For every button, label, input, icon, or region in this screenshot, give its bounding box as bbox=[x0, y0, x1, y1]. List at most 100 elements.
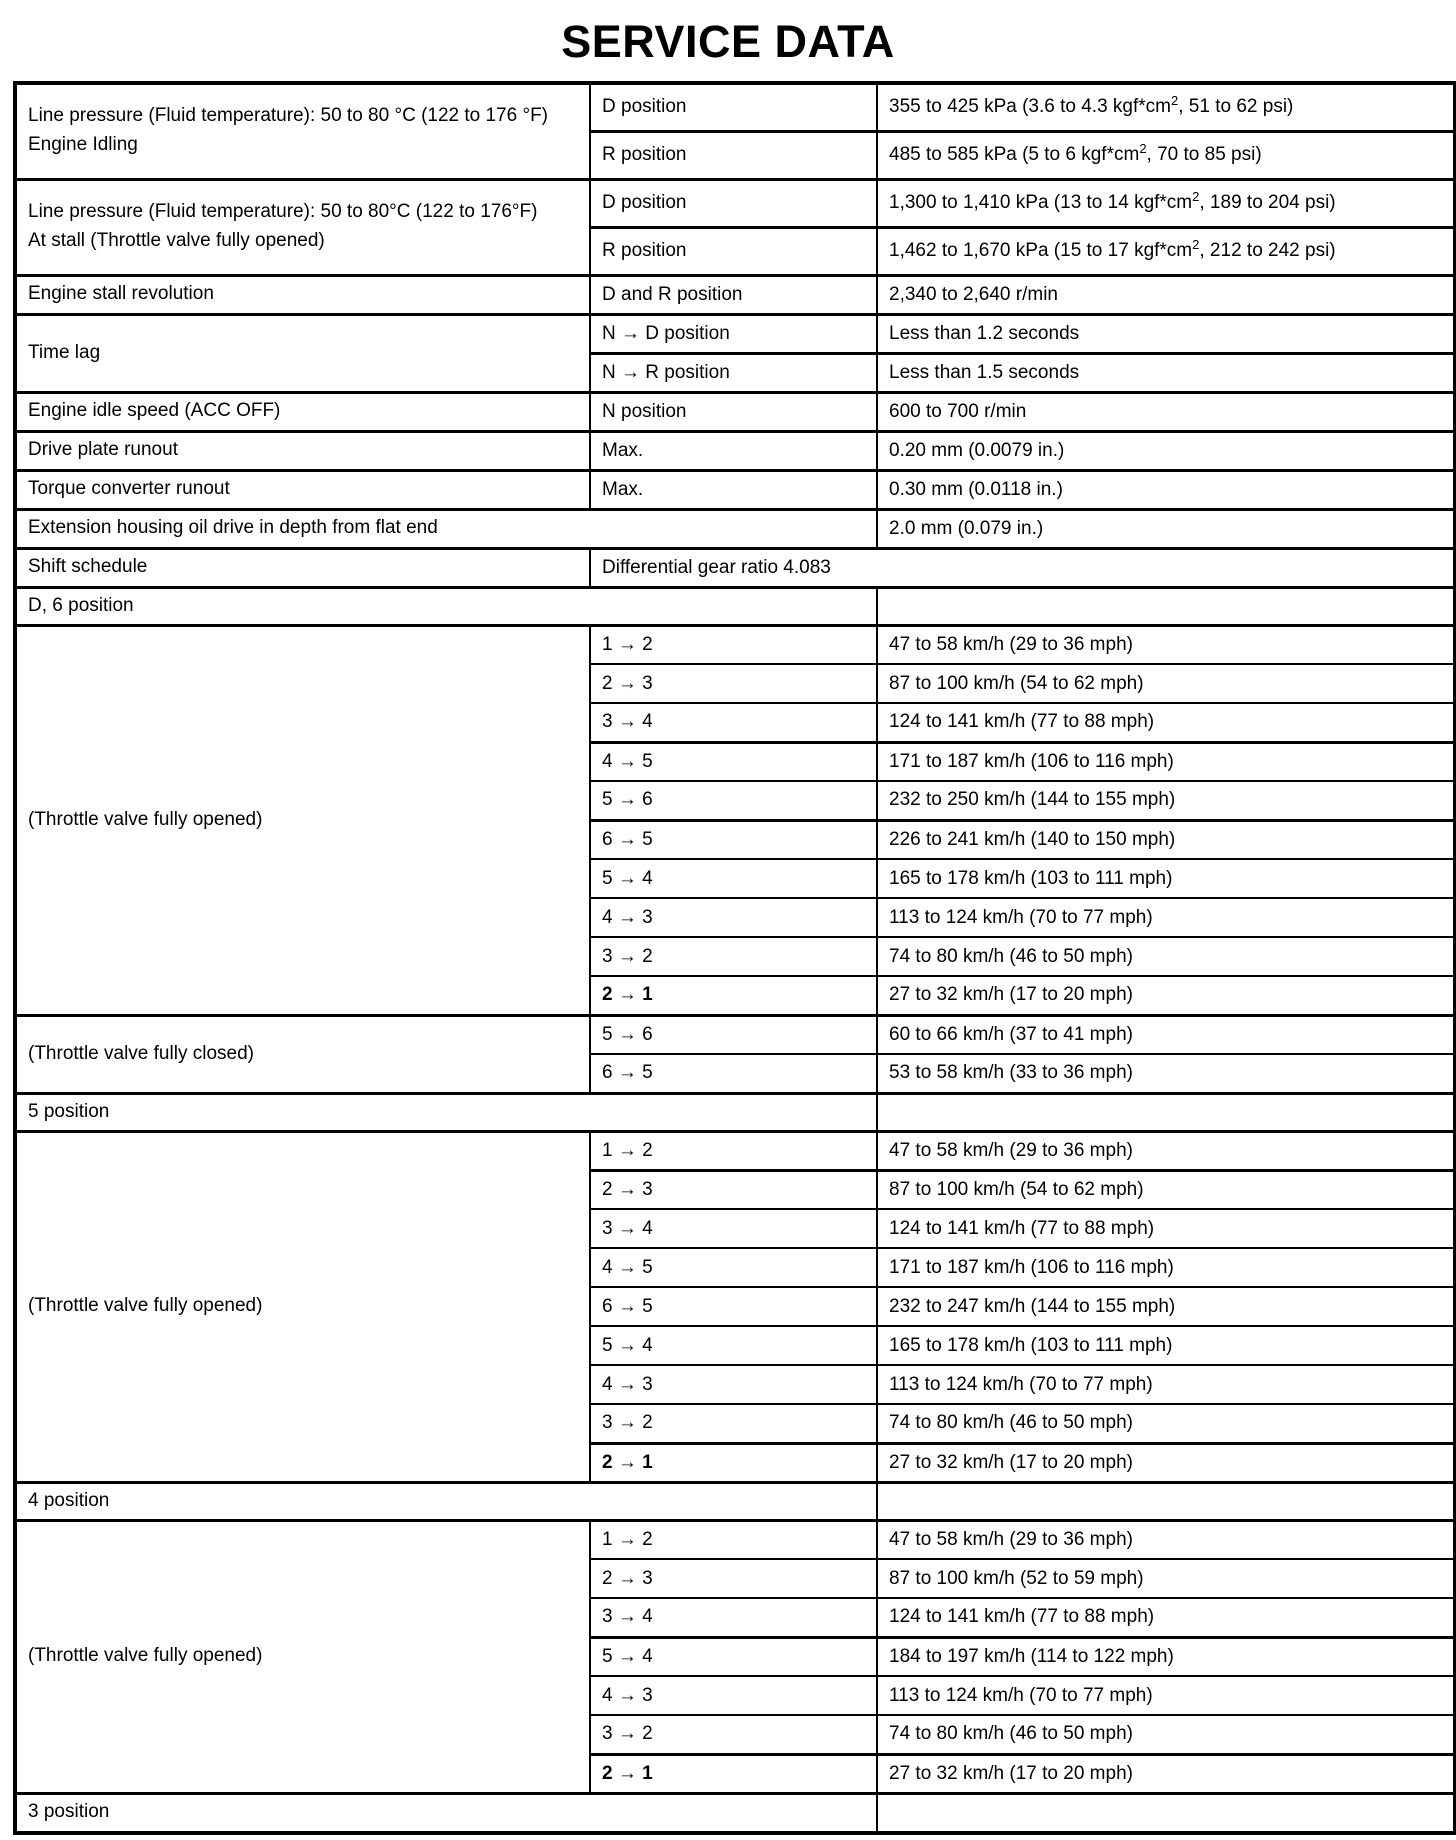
shift-speed-cell: 124 to 141 km/h (77 to 88 mph) bbox=[876, 702, 1456, 743]
table-row: 5 → 4 184 to 197 km/h (114 to 122 mph) bbox=[15, 1635, 1456, 1677]
shift-speed-cell: 184 to 197 km/h (114 to 122 mph) bbox=[876, 1635, 1456, 1677]
page-title: SERVICE DATA bbox=[561, 16, 895, 67]
shift-speed-cell: 232 to 247 km/h (144 to 155 mph) bbox=[876, 1286, 1456, 1327]
spec-condition-cell: N position bbox=[589, 390, 878, 432]
shift-gear-cell: 3 → 4 bbox=[589, 1597, 878, 1638]
shift-gear-cell: 6 → 5 bbox=[589, 1286, 878, 1327]
shift-gear-cell: 3 → 2 bbox=[589, 936, 878, 977]
throttle-label-cell: (Throttle valve fully opened) bbox=[14, 1129, 591, 1483]
shift-speed-cell: 53 to 58 km/h (33 to 36 mph) bbox=[876, 1053, 1456, 1094]
shift-speed-cell: 165 to 178 km/h (103 to 111 mph) bbox=[876, 1325, 1456, 1366]
spec-value-cell: 0.30 mm (0.0118 in.) bbox=[876, 468, 1456, 510]
table-row: 6 → 5 232 to 247 km/h (144 to 155 mph) bbox=[15, 1286, 1456, 1327]
spec-value-cell: 355 to 425 kPa (3.6 to 4.3 kgf*cm2, 51 t… bbox=[876, 82, 1456, 132]
empty-cell bbox=[876, 1791, 1456, 1834]
value-text: 485 to 585 kPa (5 to 6 kgf*cm bbox=[889, 144, 1140, 165]
shift-speed-cell: 232 to 250 km/h (144 to 155 mph) bbox=[876, 780, 1456, 821]
table-row: 2 → 3 87 to 100 km/h (54 to 62 mph) bbox=[15, 663, 1456, 704]
table-row: 2 → 3 87 to 100 km/h (52 to 59 mph) bbox=[15, 1558, 1456, 1599]
table-row: 3 → 4 124 to 141 km/h (77 to 88 mph) bbox=[15, 702, 1456, 743]
table-row: 5 position bbox=[14, 1091, 1456, 1132]
spec-item-cell: Time lag bbox=[14, 312, 591, 393]
table-row: Torque converter runout Max. 0.30 mm (0.… bbox=[14, 468, 1456, 510]
value-text: 355 to 425 kPa (3.6 to 4.3 kgf*cm bbox=[889, 96, 1172, 118]
shift-gear-cell: 5 → 6 bbox=[589, 1013, 878, 1055]
throttle-label-cell: (Throttle valve fully closed) bbox=[14, 1013, 591, 1094]
shift-gear-cell: 3 → 4 bbox=[589, 1208, 878, 1249]
table-row: 3 position bbox=[14, 1791, 1456, 1834]
shift-gear-cell: 6 → 5 bbox=[589, 1053, 878, 1094]
spec-condition-cell: D position bbox=[589, 82, 878, 132]
spec-condition-cell: D position bbox=[589, 177, 878, 228]
shift-gear-cell: 2 → 3 bbox=[589, 1558, 878, 1599]
table-row: (Throttle valve fully opened) 1 → 2 47 t… bbox=[14, 1129, 1456, 1483]
spec-item-cell: Drive plate runout bbox=[14, 429, 591, 471]
empty-cell bbox=[876, 1091, 1456, 1132]
table-row: 3 → 4 124 to 141 km/h (77 to 88 mph) bbox=[15, 1597, 1456, 1638]
table-row: 5 → 4 165 to 178 km/h (103 to 111 mph) bbox=[15, 858, 1456, 899]
value-text: , 70 to 85 psi) bbox=[1146, 144, 1262, 165]
shift-speed-cell: 171 to 187 km/h (106 to 116 mph) bbox=[876, 740, 1456, 782]
table-row: (Throttle valve fully closed) 5 → 6 60 t… bbox=[14, 1013, 1456, 1094]
spec-condition-cell: Max. bbox=[589, 468, 878, 510]
shift-speed-cell: 113 to 124 km/h (70 to 77 mph) bbox=[876, 1364, 1456, 1405]
value-text: , 212 to 242 psi) bbox=[1199, 240, 1336, 261]
shift-speed-cell: 87 to 100 km/h (54 to 62 mph) bbox=[876, 1168, 1456, 1210]
shift-speed-cell: 124 to 141 km/h (77 to 88 mph) bbox=[876, 1208, 1456, 1249]
section-header-cell: D, 6 position bbox=[14, 585, 878, 626]
shift-gear-cell: 4 → 5 bbox=[589, 740, 878, 782]
table-row: Shift schedule Differential gear ratio 4… bbox=[14, 546, 1456, 588]
shift-gear-cell: 3 → 4 bbox=[589, 702, 878, 743]
shift-gear-cell: 6 → 5 bbox=[589, 818, 878, 860]
shift-speed-cell: 74 to 80 km/h (46 to 50 mph) bbox=[876, 1714, 1456, 1755]
table-row: 3 → 2 74 to 80 km/h (46 to 50 mph) bbox=[15, 1403, 1456, 1444]
table-row: 2 → 3 87 to 100 km/h (54 to 62 mph) bbox=[15, 1168, 1456, 1210]
value-text: , 189 to 204 psi) bbox=[1199, 192, 1336, 213]
spec-condition-cell: Max. bbox=[589, 429, 878, 471]
table-row: 4 → 3 113 to 124 km/h (70 to 77 mph) bbox=[15, 1364, 1456, 1405]
shift-speed-cell: 60 to 66 km/h (37 to 41 mph) bbox=[876, 1013, 1456, 1055]
table-row: Line pressure (Fluid temperature): 50 to… bbox=[14, 82, 1456, 180]
spec-condition-cell: N → D position bbox=[589, 312, 878, 354]
empty-cell bbox=[876, 585, 1456, 626]
shift-speed-cell: 27 to 32 km/h (17 to 20 mph) bbox=[876, 975, 1456, 1016]
shift-gear-cell: 3 → 2 bbox=[589, 1714, 878, 1755]
section-header-cell: 4 position bbox=[14, 1480, 878, 1521]
shift-gear-cell: 1 → 2 bbox=[589, 1518, 878, 1560]
shift-gear-cell: 4 → 5 bbox=[589, 1247, 878, 1288]
spec-item-cell: Extension housing oil drive in depth fro… bbox=[14, 507, 878, 549]
spec-item-cell: Torque converter runout bbox=[14, 468, 591, 510]
table-row: 5 → 4 165 to 178 km/h (103 to 111 mph) bbox=[15, 1325, 1456, 1366]
throttle-label-cell: (Throttle valve fully opened) bbox=[14, 1518, 591, 1794]
shift-speed-cell: 87 to 100 km/h (54 to 62 mph) bbox=[876, 663, 1456, 704]
shift-speed-cell: 87 to 100 km/h (52 to 59 mph) bbox=[876, 1558, 1456, 1599]
shift-gear-cell: 5 → 4 bbox=[589, 858, 878, 899]
shift-speed-cell: 171 to 187 km/h (106 to 116 mph) bbox=[876, 1247, 1456, 1288]
shift-speed-cell: 47 to 58 km/h (29 to 36 mph) bbox=[876, 1129, 1456, 1171]
spec-value-cell: Less than 1.5 seconds bbox=[876, 351, 1456, 393]
spec-condition-cell: N → R position bbox=[589, 351, 878, 393]
shift-speed-cell: 165 to 178 km/h (103 to 111 mph) bbox=[876, 858, 1456, 899]
shift-speed-cell: 27 to 32 km/h (17 to 20 mph) bbox=[876, 1752, 1456, 1794]
shift-gear-cell: 5 → 4 bbox=[589, 1635, 878, 1677]
table-row: 5 → 6 232 to 250 km/h (144 to 155 mph) bbox=[15, 780, 1456, 821]
spec-value-cell: 485 to 585 kPa (5 to 6 kgf*cm2, 70 to 85… bbox=[876, 129, 1456, 180]
shift-gear-cell: 2 → 3 bbox=[589, 1168, 878, 1210]
service-data-table: Line pressure (Fluid temperature): 50 to… bbox=[13, 81, 1456, 1835]
superscript: 2 bbox=[1192, 189, 1200, 204]
value-text: 1,462 to 1,670 kPa (15 to 17 kgf*cm bbox=[889, 240, 1193, 261]
shift-speed-cell: 113 to 124 km/h (70 to 77 mph) bbox=[876, 1675, 1456, 1716]
spec-value-cell: 1,462 to 1,670 kPa (15 to 17 kgf*cm2, 21… bbox=[876, 225, 1456, 276]
spec-item-cell: Line pressure (Fluid temperature): 50 to… bbox=[14, 177, 591, 276]
spec-item-cell: Shift schedule bbox=[14, 546, 591, 588]
throttle-label-cell: (Throttle valve fully opened) bbox=[14, 623, 591, 1016]
section-header-cell: 5 position bbox=[14, 1091, 878, 1132]
spec-value-cell: 2,340 to 2,640 r/min bbox=[876, 273, 1456, 315]
spec-condition-cell: R position bbox=[589, 225, 878, 276]
spec-value-cell: 1,300 to 1,410 kPa (13 to 14 kgf*cm2, 18… bbox=[876, 177, 1456, 228]
shift-gear-cell: 4 → 3 bbox=[589, 897, 878, 938]
shift-speed-cell: 124 to 141 km/h (77 to 88 mph) bbox=[876, 1597, 1456, 1638]
table-row: 3 → 2 74 to 80 km/h (46 to 50 mph) bbox=[15, 936, 1456, 977]
table-row: 4 → 3 113 to 124 km/h (70 to 77 mph) bbox=[15, 897, 1456, 938]
shift-gear-cell: 1 → 2 bbox=[589, 623, 878, 665]
